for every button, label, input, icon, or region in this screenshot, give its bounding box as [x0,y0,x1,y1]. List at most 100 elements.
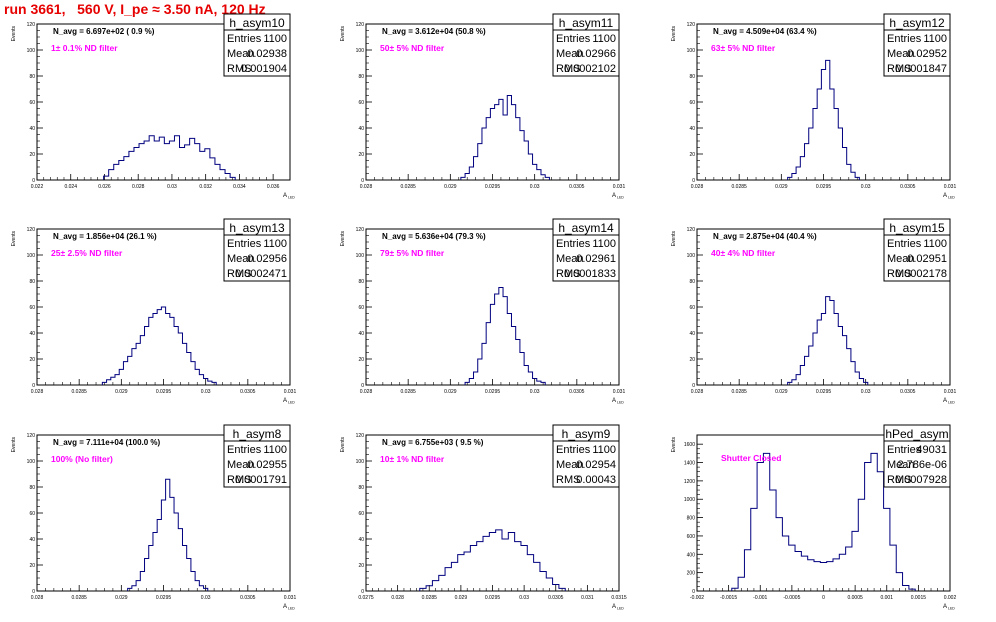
stats-entries-value: 49031 [916,444,947,456]
histogram-bin [884,508,890,591]
navg-label: N_avg = 5.636e+04 (79.3 %) [382,232,486,241]
navg-label: N_avg = 4.509e+04 (63.4 %) [713,27,817,36]
x-axis-title: A [283,193,287,199]
x-axis-title: A [283,398,287,404]
histogram-panel-h_asym15: 0 20 40 60 80 100 120 0.028 0.0285 0.029 0.0295 0.0… [671,218,956,405]
x-axis-title: A [283,604,287,610]
x-tick-label: 0.032 [199,184,212,190]
histogram-bin [451,562,457,591]
stats-rms-value: 0.0002102 [564,63,616,75]
histogram-bin [537,381,541,385]
stats-box [883,218,951,282]
x-tick-label: 0.0305 [900,389,916,395]
y-tick-label: 0 [361,178,364,184]
histogram-bin [763,453,769,591]
histogram-bin [486,118,490,180]
filter-label: 50± 5% ND filter [380,43,445,53]
histogram-bin [174,136,179,180]
navg-label: N_avg = 6.755e+03 ( 9.5 %) [382,438,484,447]
x-tick-label: 0.0295 [485,184,501,190]
y-tick-label: 120 [356,433,365,439]
stats-entries-label: Entries [227,33,262,45]
histogram-bin [129,151,134,180]
stats-entries-label: Entries [227,238,262,250]
stats-rms-value: 0.0007928 [895,474,947,486]
stats-mean-value: 2.786e-06 [897,459,947,471]
stats-mean-label: Mean [887,48,915,60]
x-tick-label: 0.0305 [569,184,585,190]
histogram-bin [490,109,494,181]
histogram-bin [182,343,186,385]
histogram-bin [508,533,514,592]
y-tick-label: 100 [687,253,696,259]
histogram-bin [132,349,136,385]
y-tick-label: 20 [689,152,695,158]
histogram-bin [801,556,807,591]
histogram-bin [144,141,149,180]
histogram-line [103,135,236,180]
histogram-bin [842,148,846,181]
histogram-bin [846,547,852,591]
histogram-bin [805,356,809,385]
y-axis-title: Events [11,437,17,453]
stats-mean-value: 0.02952 [907,48,947,60]
stats-entries-value: 1100 [592,444,616,456]
histogram-bin [817,89,821,180]
histogram-bin [495,105,499,180]
stats-mean-label: Mean [227,253,255,265]
y-tick-label: 400 [687,552,696,558]
x-tick-label: 0.029 [444,389,457,395]
stats-mean-value: 0.02956 [247,253,287,265]
histogram-bin [826,60,830,180]
x-tick-label: 0.0295 [485,595,501,601]
histogram-bin [489,533,495,592]
histogram-bin [534,562,540,591]
histogram-bin [477,542,483,591]
histogram-bin [800,157,804,180]
x-tick-label: 0.0315 [611,595,627,601]
histogram-bin [200,151,205,180]
y-axis-title: Events [671,231,677,247]
stats-entries-label: Entries [556,33,591,45]
histogram-bin [187,559,191,592]
histogram-panel-h_asym12: 0 20 40 60 80 100 120 0.028 0.0285 0.029 0.0295 0.0… [671,13,956,200]
histogram-bin [161,307,165,385]
y-axis-title: Events [11,231,17,247]
stats-title: h_asym10 [229,16,285,30]
histogram-bin [182,546,186,592]
stats-mean-value: 0.02951 [907,253,947,265]
histogram-bin [170,497,174,591]
y-tick-label: 100 [27,48,36,54]
stats-rms-value: 0.0002471 [235,268,287,280]
histogram-bin [503,297,507,385]
histogram-bin [528,154,532,180]
histogram-bin [495,294,499,385]
histogram-bin [157,310,161,385]
histogram-bin [830,89,834,180]
filter-label: 63± 5% ND filter [711,43,776,53]
y-tick-label: 0 [692,178,695,184]
histogram-bin [507,96,511,181]
histogram-bin [145,559,149,592]
histogram-bin [516,340,520,386]
filter-label: Shutter Closed [721,453,781,463]
x-tick-label: 0.031 [613,389,626,395]
y-tick-label: 120 [356,227,365,233]
y-axis-title: Events [671,437,677,453]
x-tick-label: 0.029 [444,184,457,190]
stats-entries-label: Entries [556,444,591,456]
y-tick-label: 60 [29,100,35,106]
histogram-line [731,452,916,591]
histogram-bin [821,70,825,181]
y-tick-label: 0 [361,383,364,389]
y-tick-label: 100 [356,459,365,465]
histogram-panel-hPed_asym: 0 200 400 600 800 1000 1200 1400 1600 -0.002 -0.00… [671,424,956,611]
stats-box [223,218,291,282]
stats-entries-value: 1100 [263,444,287,456]
x-tick-label: 0.029 [775,389,788,395]
stats-mean-value: 0.02966 [576,48,616,60]
histogram-bin [800,366,804,386]
histogram-bin [842,336,846,385]
histogram-bin [826,297,830,385]
